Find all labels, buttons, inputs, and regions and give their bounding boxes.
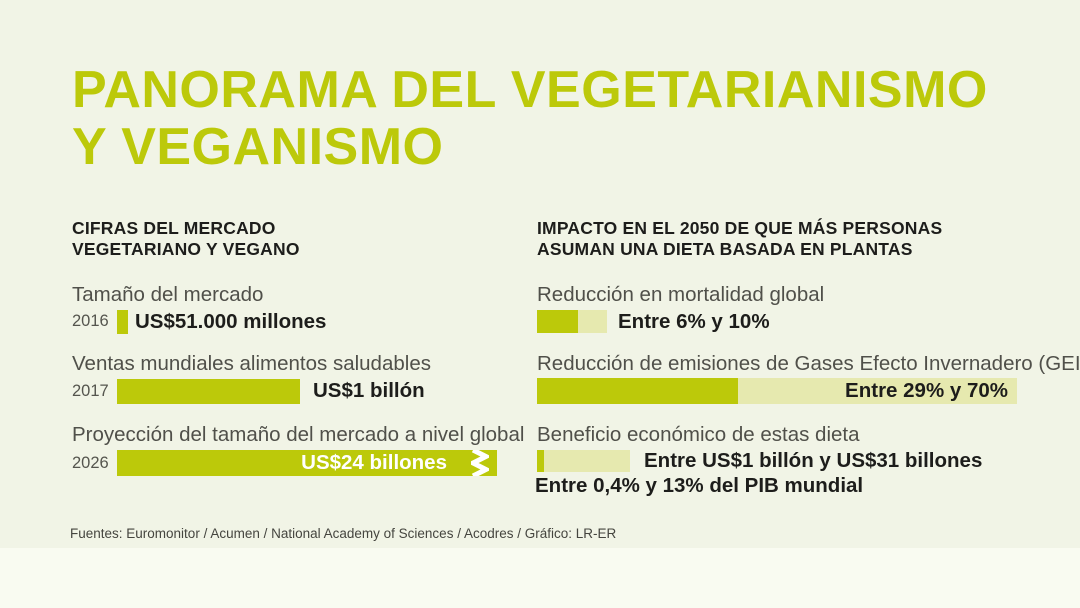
healthy-food-sales-bar xyxy=(117,378,300,404)
mortality-reduction-label: Reducción en mortalidad global xyxy=(537,283,825,306)
healthy-food-sales-label: Ventas mundiales alimentos saludables xyxy=(72,352,431,375)
economic-benefit-row: Entre US$1 billón y US$31 billones xyxy=(537,449,1017,472)
market-size-2016-row: 2016 US$51.000 millones xyxy=(72,309,512,334)
market-size-bar xyxy=(117,309,128,334)
ghg-reduction-value: Entre 29% y 70% xyxy=(845,379,1008,402)
mortality-reduction-bar-max xyxy=(578,310,607,333)
ghg-reduction-row: Entre 29% y 70% xyxy=(537,378,1017,404)
year-2017: 2017 xyxy=(72,381,109,400)
right-section-heading: IMPACTO EN EL 2050 DE QUE MÁS PERSONAS A… xyxy=(537,218,942,259)
mortality-reduction-row: Entre 6% y 10% xyxy=(537,310,1017,333)
economic-benefit-bar-min xyxy=(537,450,544,472)
market-size-value: US$51.000 millones xyxy=(135,309,327,333)
right-heading-line2: ASUMAN UNA DIETA BASADA EN PLANTAS xyxy=(537,238,913,259)
economic-benefit-gdp-value: Entre 0,4% y 13% del PIB mundial xyxy=(535,474,864,497)
left-heading-line2: VEGETARIANO Y VEGANO xyxy=(72,238,300,259)
ghg-reduction-label: Reducción de emisiones de Gases Efecto I… xyxy=(537,352,1080,375)
market-size-label: Tamaño del mercado xyxy=(72,283,264,306)
page-title-line2: Y VEGANISMO xyxy=(72,118,444,176)
page-title: PANORAMA DEL VEGETARIANISMO Y VEGANISMO xyxy=(72,62,988,176)
left-section-heading: CIFRAS DEL MERCADO VEGETARIANO Y VEGANO xyxy=(72,218,300,259)
market-projection-2026-row: 2026 US$24 billones xyxy=(72,450,512,476)
left-heading-line1: CIFRAS DEL MERCADO xyxy=(72,218,276,238)
economic-benefit-label: Beneficio económico de estas dieta xyxy=(537,423,860,446)
sources-credit: Fuentes: Euromonitor / Acumen / National… xyxy=(70,526,617,541)
page-title-line1: PANORAMA DEL VEGETARIANISMO xyxy=(72,61,988,119)
mortality-reduction-bar-min xyxy=(537,310,578,333)
ghg-reduction-bar-min xyxy=(537,378,738,404)
bottom-margin-strip xyxy=(0,548,1080,608)
market-projection-bar: US$24 billones xyxy=(117,450,497,476)
year-2026: 2026 xyxy=(72,453,109,472)
economic-benefit-bar-max xyxy=(544,450,630,472)
right-heading-line1: IMPACTO EN EL 2050 DE QUE MÁS PERSONAS xyxy=(537,218,943,238)
market-projection-label: Proyección del tamaño del mercado a nive… xyxy=(72,423,525,446)
healthy-food-sales-value: US$1 billón xyxy=(313,379,425,402)
mortality-reduction-value: Entre 6% y 10% xyxy=(618,309,770,333)
economic-benefit-value: Entre US$1 billón y US$31 billones xyxy=(644,449,983,472)
market-projection-value: US$24 billones xyxy=(301,451,447,474)
healthy-food-sales-2017-row: 2017 US$1 billón xyxy=(72,378,512,404)
year-2016: 2016 xyxy=(72,312,109,330)
broken-scale-zigzag-icon xyxy=(471,450,489,476)
ghg-reduction-bar-max: Entre 29% y 70% xyxy=(738,378,1017,404)
